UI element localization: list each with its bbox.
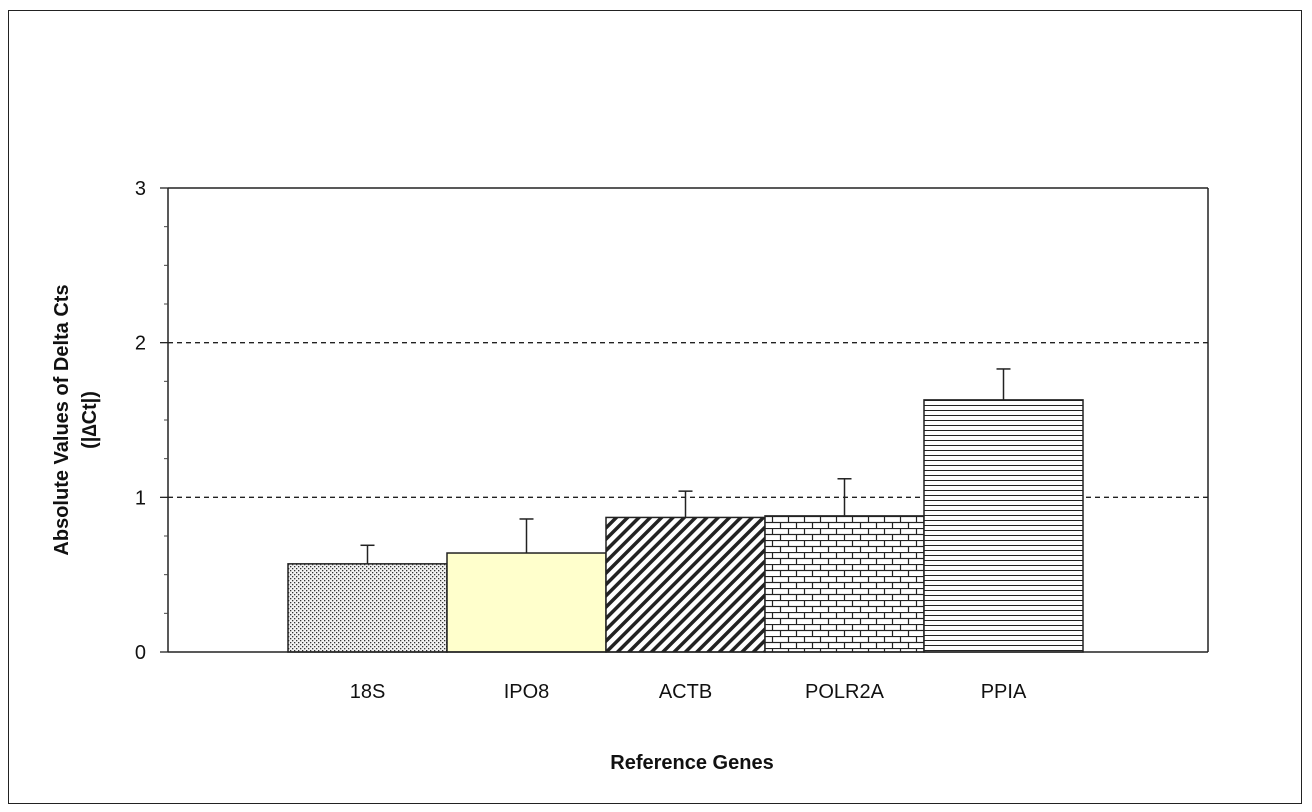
y-axis-title: Absolute Values of Delta Cts xyxy=(51,284,73,555)
x-tick-label: ACTB xyxy=(659,681,712,703)
bar-ppia xyxy=(923,399,1084,653)
chart-frame xyxy=(8,10,1302,804)
y-tick-label: 0 xyxy=(135,642,146,664)
x-tick-label: POLR2A xyxy=(805,681,885,703)
bar-actb xyxy=(605,516,766,653)
y-axis-subtitle: (|∆Ct|) xyxy=(79,391,101,449)
y-tick-label: 3 xyxy=(135,178,146,200)
bars-group xyxy=(287,368,1084,653)
x-tick-label: PPIA xyxy=(981,681,1027,703)
bar-18s xyxy=(287,563,448,653)
bar-polr2a xyxy=(764,515,925,653)
x-tick-label: IPO8 xyxy=(504,681,550,703)
x-axis-title: Reference Genes xyxy=(610,752,773,774)
axes-group: 0 1 2 3 18S IPO8 ACTB POLR2A PPIA xyxy=(135,178,1209,703)
x-tick-label: 18S xyxy=(350,681,386,703)
bar-ipo8 xyxy=(446,552,607,653)
y-tick-label: 2 xyxy=(135,333,146,355)
y-tick-label: 1 xyxy=(135,487,146,509)
